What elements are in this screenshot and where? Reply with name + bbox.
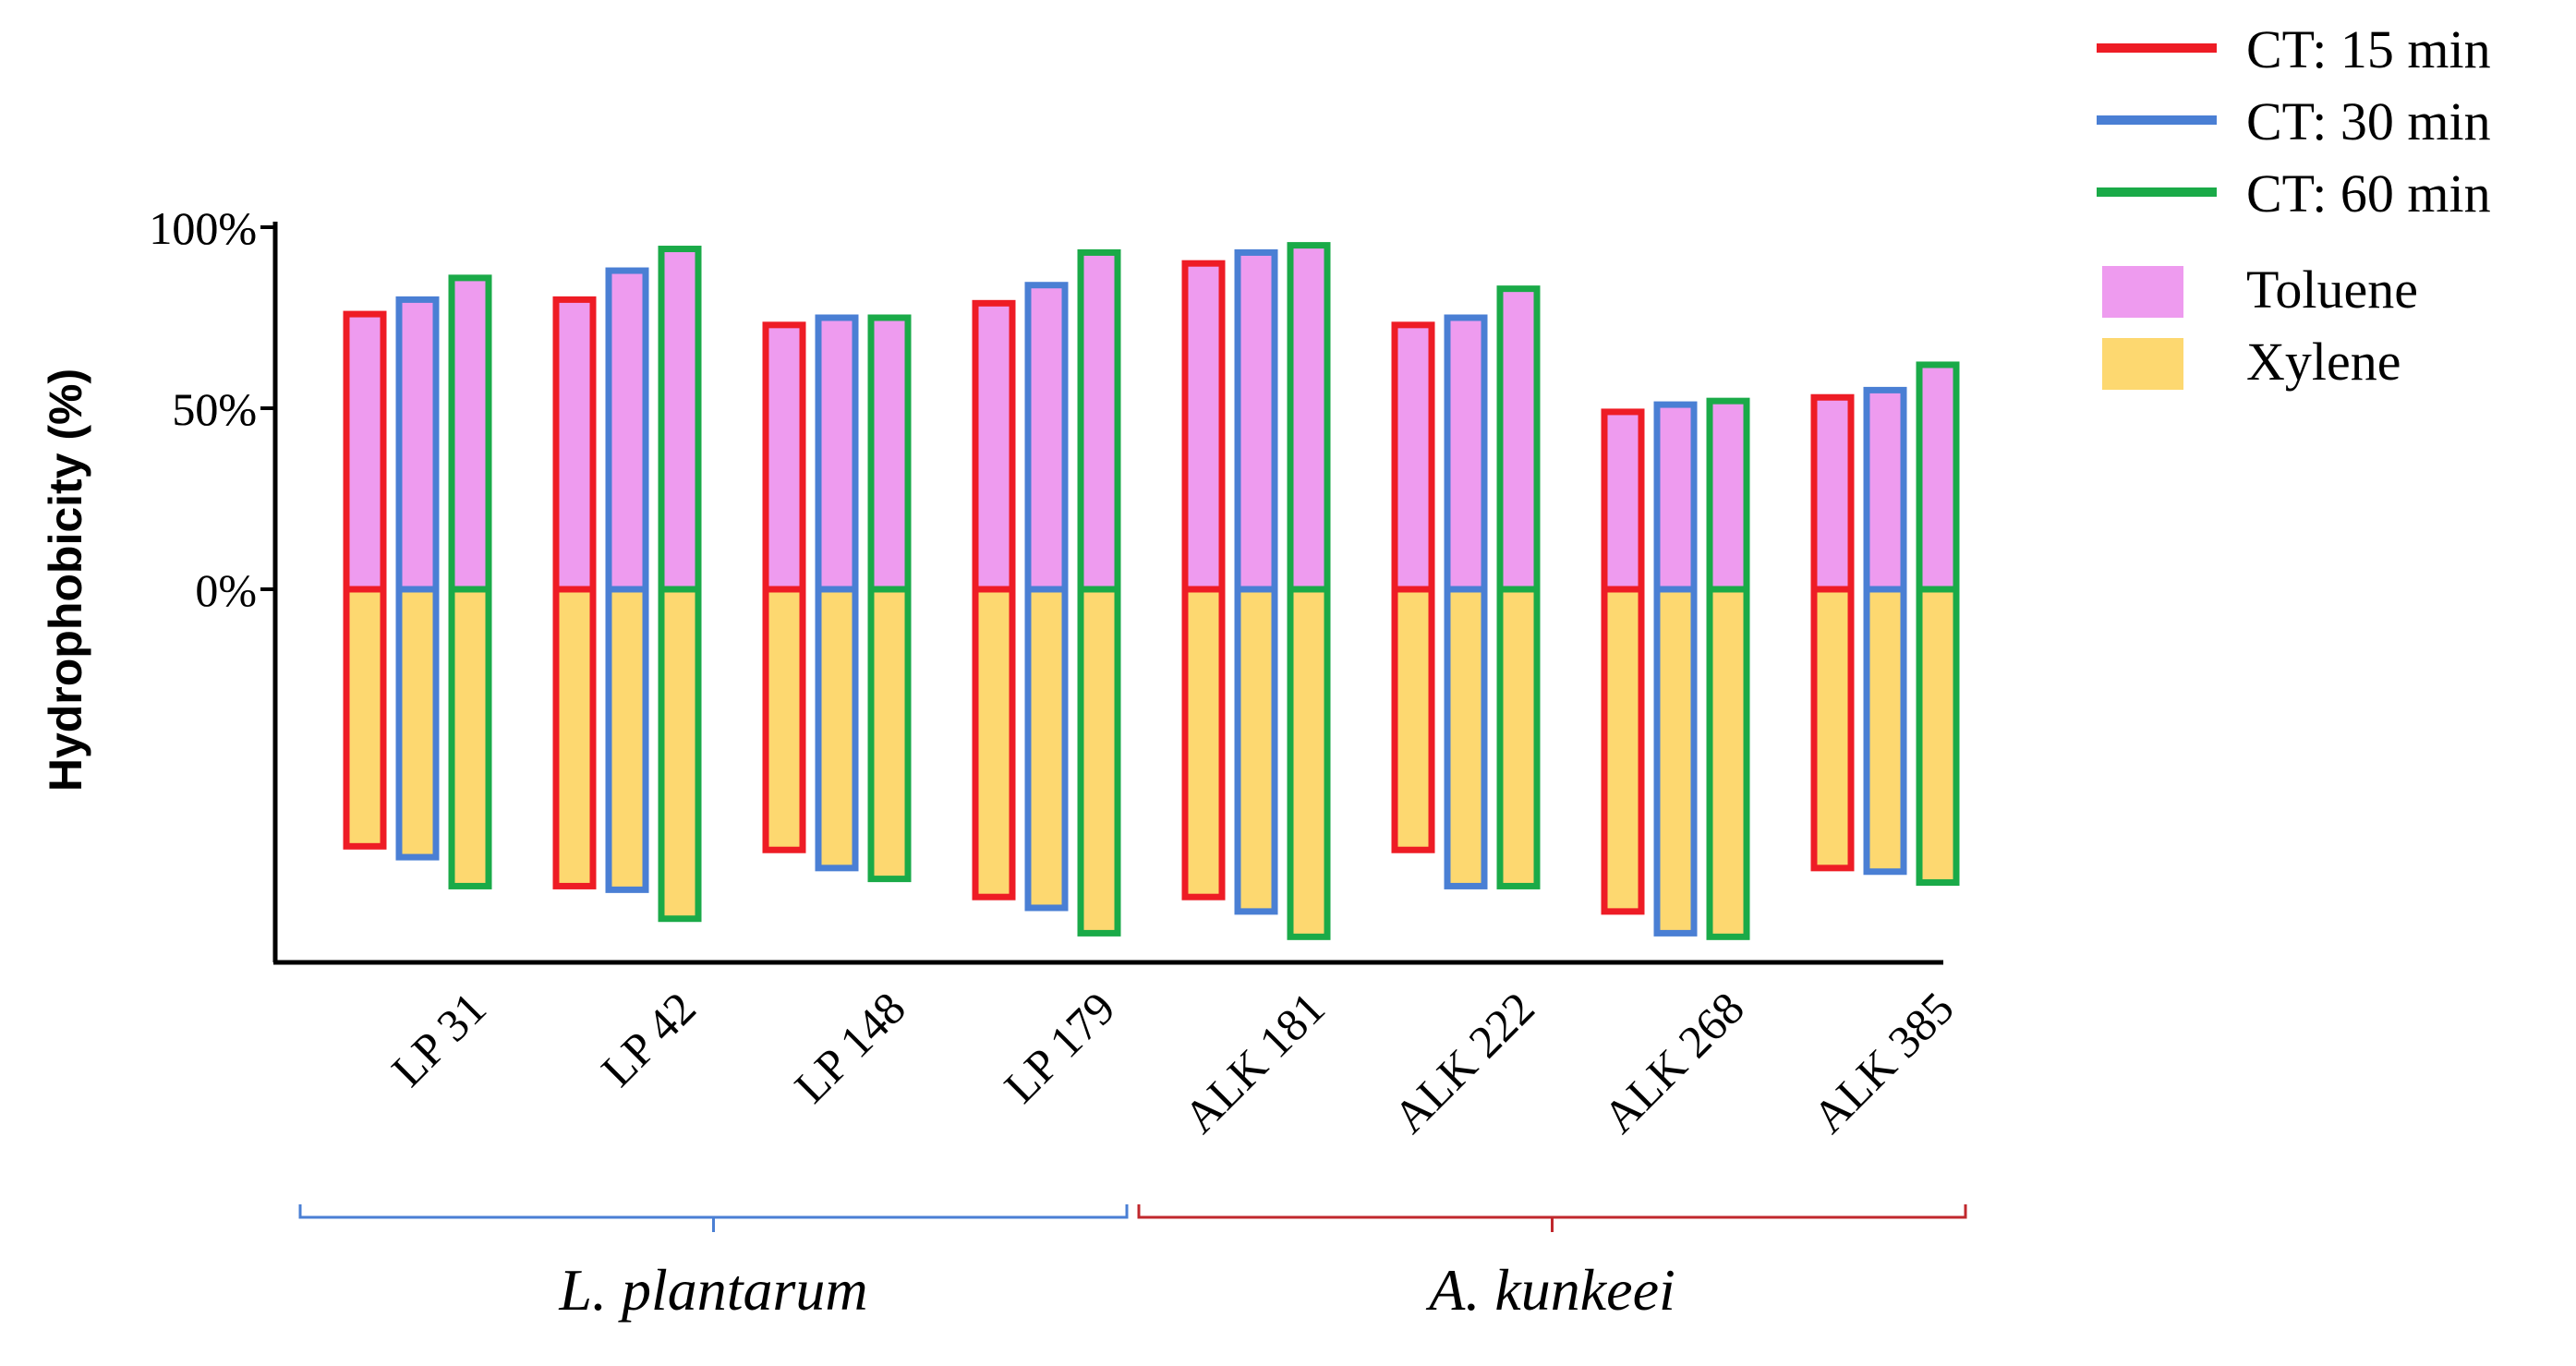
legend-label-toluene: Toluene [2246,260,2418,320]
y-tick-label: 50% [172,383,257,435]
bar-toluene-ct-60-min [448,274,492,593]
bar-toluene-ct-30-min [1234,248,1278,593]
legend-swatch-toluene [2102,266,2183,318]
x-tick-label: LP 42 [591,982,706,1096]
legend-swatch-xylene [2102,338,2183,390]
bar-toluene-ct-30-min [815,314,859,593]
bar-toluene-ct-60-min [658,246,702,593]
bar-xylene-ct-15-min [1810,586,1855,872]
bar-xylene-ct-15-min [552,586,597,889]
bar-toluene-ct-60-min [1077,248,1121,593]
bar-xylene-ct-60-min [1077,586,1121,937]
bar-xylene-ct-60-min [1496,586,1541,889]
x-tick-label: ALK 268 [1593,982,1754,1142]
bar-toluene-ct-30-min [1024,282,1069,593]
legend-label-xylene: Xylene [2246,332,2401,392]
group-brackets: L. plantarum A. kunkeei [298,1204,1967,1323]
legend-label-ct-15-min: CT: 15 min [2246,19,2491,79]
bar-xylene-ct-15-min [762,586,806,853]
bar-xylene-ct-30-min [605,586,649,893]
y-ticks: 100%50%0%50%100% [149,202,275,616]
bar-toluene-ct-15-min [1391,321,1435,593]
y-tick-label: 0% [195,564,257,616]
bar-toluene-ct-15-min [1181,260,1226,593]
bar-group-lp-179 [972,248,1121,937]
legend-label-ct-30-min: CT: 30 min [2246,91,2491,151]
bar-xylene-ct-60-min [448,586,492,889]
bar-xylene-ct-30-min [1234,586,1278,915]
bar-toluene-ct-15-min [343,310,387,593]
bar-toluene-ct-15-min [1601,408,1645,593]
bar-group-alk-268 [1601,397,1750,940]
bar-xylene-ct-30-min [1863,586,1907,876]
bar-toluene-ct-15-min [762,321,806,593]
bar-toluene-ct-60-min [1916,361,1960,593]
bar-xylene-ct-30-min [1653,586,1698,937]
bar-xylene-ct-15-min [972,586,1016,901]
bar-xylene-ct-60-min [1916,586,1960,887]
bar-toluene-ct-15-min [972,299,1016,593]
axes-layer [272,222,1943,965]
bar-xylene-ct-15-min [343,586,387,850]
x-tick-label: LP 31 [381,982,496,1096]
bar-group-alk-385 [1810,361,1960,887]
group-label-a-kunkeei: A. kunkeei [1425,1257,1675,1323]
bar-xylene-ct-30-min [815,586,859,872]
y-tick-label: 100% [149,202,257,254]
bar-xylene-ct-15-min [1181,586,1226,901]
y-tick-label: 50% [172,383,257,435]
bar-group-alk-181 [1181,242,1331,940]
bar-toluene-ct-30-min [1863,386,1907,593]
bar-toluene-ct-60-min [1706,397,1750,593]
x-tick-label: LP 148 [784,982,914,1112]
x-tick-label: ALK 181 [1174,982,1335,1142]
y-axis-label: Hydrophobicity (%) [40,369,91,792]
bar-xylene-ct-60-min [1287,586,1331,940]
bar-toluene-ct-60-min [1287,242,1331,593]
bar-group-lp-42 [552,246,702,923]
group-bracket-l-plantarum [298,1204,1129,1232]
bar-xylene-ct-15-min [1601,586,1645,915]
bar-toluene-ct-15-min [552,296,597,593]
bar-xylene-ct-60-min [1706,586,1750,940]
bar-toluene-ct-30-min [605,267,649,593]
x-tick-label: LP 179 [994,982,1124,1112]
bar-group-lp-31 [343,274,492,889]
y-tick-label: 100% [149,202,257,254]
bar-toluene-ct-30-min [395,296,440,593]
bar-toluene-ct-30-min [1653,401,1698,593]
bar-group-alk-222 [1391,285,1541,889]
bar-xylene-ct-15-min [1391,586,1435,853]
bar-toluene-ct-30-min [1444,314,1488,593]
bar-group-lp-148 [762,314,912,883]
group-label-l-plantarum: L. plantarum [558,1257,867,1323]
bar-xylene-ct-30-min [1024,586,1069,912]
bar-toluene-ct-60-min [1496,285,1541,593]
bar-xylene-ct-60-min [867,586,912,883]
bar-toluene-ct-60-min [867,314,912,593]
x-tick-label: ALK 385 [1803,982,1964,1142]
x-tick-labels: LP 31 LP 42 LP 148 LP 179 ALK 181 ALK 222 ALK … [381,982,1964,1142]
legend: CT: 15 min CT: 30 min CT: 60 min Toluene Xyl… [2097,19,2491,392]
x-tick-label: ALK 222 [1384,982,1544,1142]
bar-toluene-ct-15-min [1810,393,1855,593]
bar-xylene-ct-30-min [395,586,440,861]
group-bracket-a-kunkeei [1137,1204,1967,1232]
bars-layer [343,242,1960,940]
bar-xylene-ct-60-min [658,586,702,923]
legend-label-ct-60-min: CT: 60 min [2246,163,2491,224]
bar-xylene-ct-30-min [1444,586,1488,889]
